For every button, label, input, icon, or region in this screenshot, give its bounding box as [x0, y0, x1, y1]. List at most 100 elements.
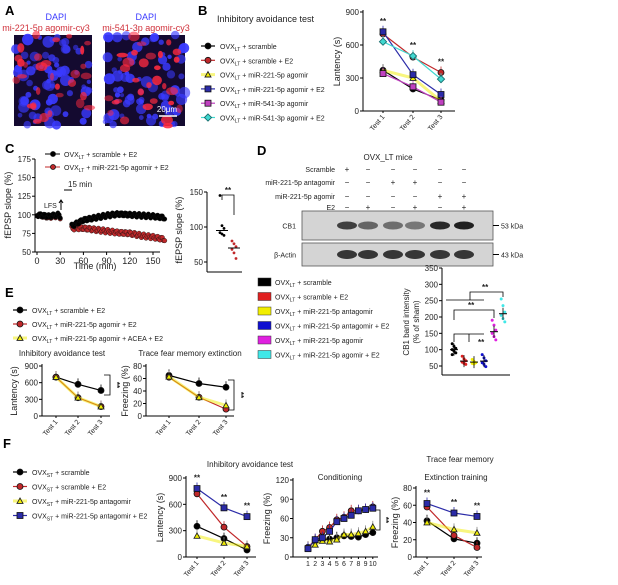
sign: +: [438, 192, 443, 201]
nucleus: [122, 99, 131, 108]
cy3-signal: [80, 63, 87, 70]
y-tick-label: 120: [276, 476, 290, 485]
x-tick-label: Test 3: [233, 560, 250, 579]
y-tick-label: 0: [34, 412, 39, 421]
significance-bracket: [221, 194, 235, 215]
marker-circle: [195, 380, 203, 387]
marker-triangle: [74, 393, 82, 401]
y-tick-label: 900: [25, 362, 39, 371]
nucleus: [42, 51, 50, 59]
data-point: [501, 304, 505, 308]
band: [405, 221, 425, 230]
nucleus: [25, 91, 32, 98]
x-tick-label: Test 3: [87, 419, 104, 438]
data-point: [494, 328, 498, 332]
significance-marker: **: [478, 338, 485, 347]
data-point: [218, 194, 222, 197]
x-tick-label: 5: [335, 561, 339, 568]
legend-b: OVXLT + scramble OVXLT + scramble + E2 OVX…: [201, 42, 325, 125]
marker-circle: [204, 42, 212, 50]
marker-triangle: [204, 70, 212, 78]
x-tick-label: 9: [364, 561, 368, 568]
data-point: [499, 313, 503, 317]
legend-label: OVXLT + scramble + E2: [220, 58, 293, 67]
significance-marker: **: [194, 474, 201, 483]
marker-circle: [222, 383, 230, 391]
marker-triangle: [450, 525, 458, 533]
y-tick-label: 50: [429, 362, 438, 371]
marker-square: [204, 99, 212, 107]
legend-d: OVXLT + scramble OVXLT + scramble + E2 OVX…: [257, 277, 390, 362]
cy3-signal: [12, 76, 21, 84]
chart-title: Extinction training: [424, 473, 487, 482]
cy3-signal: [172, 48, 182, 56]
marker-diamond: [436, 74, 446, 84]
series: [423, 516, 481, 536]
marker-circle: [473, 544, 481, 551]
marker-circle: [16, 468, 24, 476]
a-left-subtitle: mi-221-5p agomir-cy3: [2, 23, 90, 33]
marker-circle: [50, 151, 56, 157]
nucleus: [166, 70, 176, 79]
legend-item: OVXLT + scramble: [257, 277, 332, 289]
data-point: [234, 245, 238, 249]
legend-item: OVXLT + miR-221-5p antagomir: [257, 306, 374, 318]
interval-label: 15 min: [68, 180, 92, 189]
nucleus: [170, 30, 180, 40]
cy3-signal: [136, 41, 147, 47]
y-tick-label: 40: [133, 387, 142, 396]
x-tick-label: 6: [342, 561, 346, 568]
cy3-signal: [23, 61, 28, 68]
cy3-signal: [52, 37, 60, 43]
x-tick-label: Test 1: [155, 419, 172, 438]
cy3-signal: [166, 87, 179, 96]
significance-marker: **: [236, 392, 245, 399]
nucleus: [138, 96, 145, 103]
x-tick-label: Test 3: [212, 419, 229, 438]
cy3-signal: [137, 88, 145, 96]
y-tick-label: 600: [169, 500, 183, 509]
x-tick-label: Test 1: [369, 114, 386, 133]
legend-item: OVXLT + miR-221-5p agomir + E2: [45, 164, 169, 174]
marker-square: [362, 506, 370, 513]
chart-c-scatter: 50 100 150 fEPSP slope (%) **: [174, 186, 242, 273]
cy3-signal: [132, 77, 140, 83]
legend-label: OVXST + scramble + E2: [32, 485, 106, 494]
nucleus: [167, 54, 172, 60]
x-tick-label: 10: [369, 561, 377, 568]
band: [337, 221, 357, 230]
y-tick-label: 80: [133, 362, 142, 371]
significance-bracket: [453, 309, 495, 320]
chart-title: Trace fear memory extinction: [138, 349, 241, 358]
nucleus: [162, 62, 171, 71]
significance-marker: **: [482, 283, 489, 292]
data-point: [490, 318, 494, 322]
marker-triangle: [311, 540, 319, 548]
nucleus: [117, 56, 123, 62]
cy3-signal: [161, 115, 173, 125]
cy3-signal: [17, 43, 25, 53]
data-point: [503, 320, 507, 324]
y-tick-label: 175: [18, 155, 32, 164]
legend-label: OVXLT + scramble + E2: [275, 295, 348, 304]
cy3-signal: [116, 52, 128, 58]
y-tick-label: 150: [190, 188, 204, 197]
data-point: [232, 242, 236, 246]
nucleus: [138, 115, 144, 120]
y-tick-label: 60: [133, 375, 142, 384]
x-tick-label: 8: [356, 561, 360, 568]
significance-marker: **: [380, 17, 387, 26]
nucleus: [160, 100, 171, 111]
marker-circle: [450, 532, 458, 539]
nucleus: [50, 105, 62, 116]
y-tick-label: 0: [355, 107, 360, 116]
marker-square: [304, 545, 312, 553]
legend-item: OVXLT + miR-221-5p agomir + E2: [257, 350, 380, 362]
nucleus: [86, 79, 91, 84]
significance-marker: **: [474, 501, 481, 510]
legend-item: OVXLT + scramble + E2: [201, 56, 293, 67]
y-tick-label: 40: [403, 519, 412, 528]
cy3-signal: [142, 103, 153, 111]
cy3-signal: [119, 116, 130, 125]
x-tick-label: Test 2: [185, 419, 202, 438]
